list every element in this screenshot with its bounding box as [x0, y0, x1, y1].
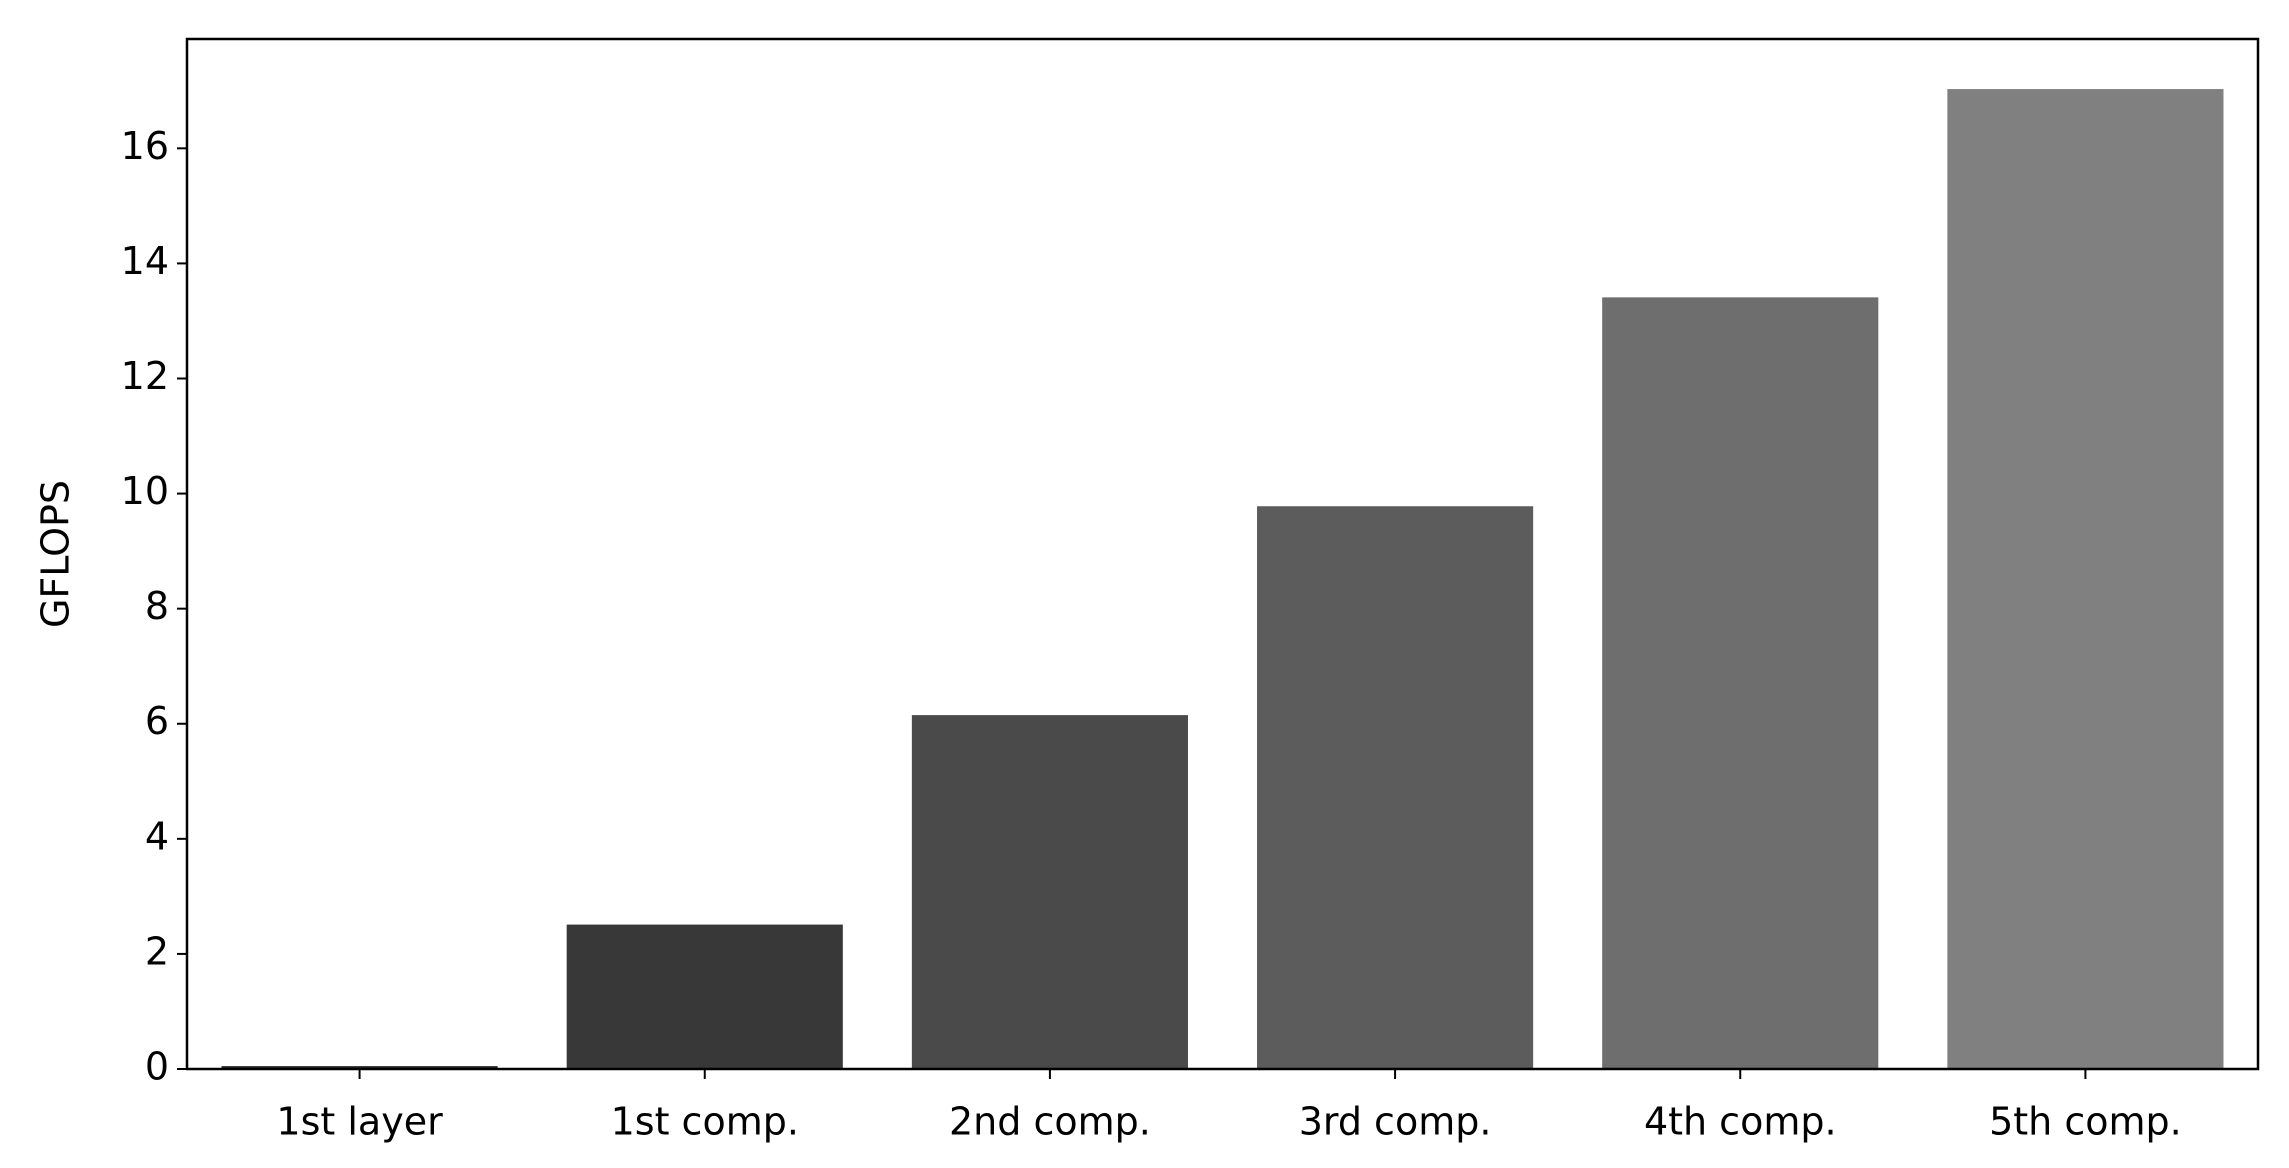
y-tick-label: 14	[121, 239, 169, 283]
x-tick-label: 3rd comp.	[1299, 1100, 1492, 1144]
bar	[221, 1066, 498, 1069]
y-tick-label: 12	[121, 354, 169, 398]
y-axis-label: GFLOPS	[34, 480, 78, 628]
x-tick-label: 1st comp.	[611, 1100, 799, 1144]
bar	[1602, 297, 1879, 1069]
y-tick-label: 10	[121, 469, 169, 513]
x-tick-label: 5th comp.	[1989, 1100, 2182, 1144]
y-tick-label: 0	[145, 1045, 169, 1089]
plot-frame	[185, 37, 2260, 1071]
x-tick-label: 1st layer	[276, 1100, 443, 1144]
y-tick-label: 8	[145, 584, 169, 628]
y-tick-label: 6	[145, 699, 169, 743]
y-tick-label: 2	[145, 929, 169, 973]
y-tick-label: 16	[121, 124, 169, 168]
y-tick-label: 4	[145, 814, 169, 858]
x-tick-label: 4th comp.	[1644, 1100, 1837, 1144]
bar	[566, 924, 843, 1069]
bar	[1947, 89, 2224, 1069]
bar	[1257, 506, 1534, 1069]
bar	[911, 715, 1188, 1069]
x-tick-label: 2nd comp.	[949, 1100, 1151, 1144]
